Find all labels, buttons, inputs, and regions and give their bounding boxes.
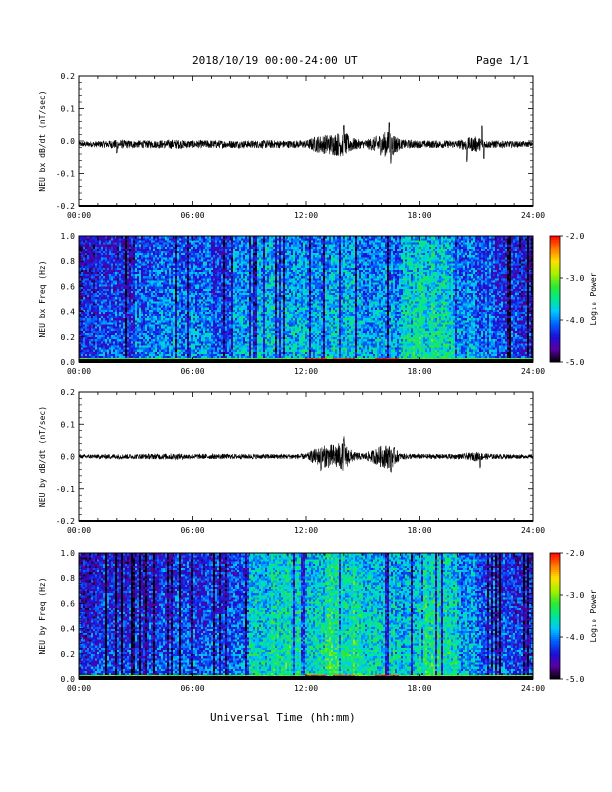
y-tick-label: 0.1 bbox=[61, 105, 76, 114]
colorbar-tick-label: -4.0 bbox=[565, 316, 584, 325]
axes-frame-bx-timeseries bbox=[78, 75, 534, 207]
x-tick-label: 00:00 bbox=[67, 684, 91, 693]
y-tick-label: 1.0 bbox=[61, 232, 76, 241]
y-tick-label: 0.4 bbox=[61, 625, 76, 634]
x-tick-label: 00:00 bbox=[67, 367, 91, 376]
x-tick-label: 18:00 bbox=[407, 684, 431, 693]
y-tick-label: 1.0 bbox=[61, 549, 76, 558]
y-tick-label: 0.2 bbox=[61, 72, 76, 81]
colorbar-tick-label: -3.0 bbox=[565, 591, 584, 600]
panel-bx-spectrogram: -2.0 -3.0 -4.0 -5.0 Log₁₀ Power 00:00 06:00 12:… bbox=[38, 232, 598, 376]
colorbar-tick-label: -4.0 bbox=[565, 633, 584, 642]
spectrogram-bx-spectrogram bbox=[79, 236, 534, 363]
colorbar-by-spectrogram: -2.0 -3.0 -4.0 -5.0 Log₁₀ Power bbox=[549, 549, 598, 684]
y-tick-label: -0.2 bbox=[56, 517, 75, 526]
x-tick-label: 18:00 bbox=[407, 211, 431, 220]
x-tick-label: 24:00 bbox=[521, 367, 545, 376]
panel-by-spectrogram: -2.0 -3.0 -4.0 -5.0 Log₁₀ Power 00:00 06:00 12:… bbox=[38, 549, 598, 693]
page-indicator: Page 1/1 bbox=[476, 54, 529, 67]
colorbar-frame bbox=[549, 235, 561, 363]
x-tick-label: 06:00 bbox=[180, 526, 204, 535]
y-tick-label: 0.6 bbox=[61, 282, 76, 291]
y-tick-label: -0.1 bbox=[56, 170, 75, 179]
colorbar-label: Log₁₀ Power bbox=[589, 272, 598, 325]
y-tick-label: 0.0 bbox=[61, 453, 76, 462]
x-tick-label: 24:00 bbox=[521, 684, 545, 693]
y-tick-label: 0.4 bbox=[61, 308, 76, 317]
y-tick-label: 0.0 bbox=[61, 358, 76, 367]
series-trace-bx-timeseries bbox=[78, 122, 534, 164]
colorbar-tick-label: -5.0 bbox=[565, 358, 584, 367]
x-tick-label: 00:00 bbox=[67, 526, 91, 535]
y-tick-label: 0.8 bbox=[61, 257, 76, 266]
x-tick-label: 06:00 bbox=[180, 211, 204, 220]
colorbar-frame bbox=[549, 552, 561, 680]
y-tick-label: 0.2 bbox=[61, 333, 76, 342]
x-tick-label: 12:00 bbox=[294, 211, 318, 220]
y-tick-label: 0.2 bbox=[61, 388, 76, 397]
series-trace-by-timeseries bbox=[78, 436, 534, 473]
x-tick-label: 24:00 bbox=[521, 526, 545, 535]
y-tick-label: -0.2 bbox=[56, 202, 75, 211]
y-axis-label: NEU by Freq (Hz) bbox=[38, 577, 47, 654]
x-axis-label: Universal Time (hh:mm) bbox=[210, 711, 356, 724]
colorbar-tick-label: -2.0 bbox=[565, 549, 584, 558]
y-tick-label: 0.1 bbox=[61, 420, 76, 429]
y-axis-label: NEU bx Freq (Hz) bbox=[38, 260, 47, 337]
x-tick-label: 18:00 bbox=[407, 526, 431, 535]
colorbar-tick-label: -5.0 bbox=[565, 675, 584, 684]
y-axis-label: NEU bx dB/dt (nT/sec) bbox=[38, 90, 47, 191]
colorbar-tick-label: -3.0 bbox=[565, 274, 584, 283]
plot-date-range-title: 2018/10/19 00:00-24:00 UT bbox=[192, 54, 358, 67]
x-tick-label: 06:00 bbox=[180, 367, 204, 376]
colorbar-bx-spectrogram: -2.0 -3.0 -4.0 -5.0 Log₁₀ Power bbox=[549, 232, 598, 367]
x-tick-label: 12:00 bbox=[294, 684, 318, 693]
x-tick-label: 00:00 bbox=[67, 211, 91, 220]
x-tick-label: 18:00 bbox=[407, 367, 431, 376]
spectrogram-by-spectrogram bbox=[79, 553, 534, 680]
panel-bx-timeseries: 00:00 06:00 12:00 18:00 24:00 -0.2 -0.1 0.0 0.1 0… bbox=[38, 72, 545, 220]
colorbar-label: Log₁₀ Power bbox=[589, 589, 598, 642]
x-tick-label: 06:00 bbox=[180, 684, 204, 693]
y-tick-label: 0.8 bbox=[61, 574, 76, 583]
x-tick-label: 12:00 bbox=[294, 367, 318, 376]
x-tick-label: 24:00 bbox=[521, 211, 545, 220]
y-tick-label: 0.6 bbox=[61, 599, 76, 608]
y-tick-label: -0.1 bbox=[56, 485, 75, 494]
colorbar-tick-label: -2.0 bbox=[565, 232, 584, 241]
y-tick-label: 0.0 bbox=[61, 137, 76, 146]
y-tick-label: 0.0 bbox=[61, 675, 76, 684]
panel-by-timeseries: 00:00 06:00 12:00 18:00 24:00 -0.2 -0.1 0.0 0.1 0… bbox=[38, 388, 545, 535]
y-tick-label: 0.2 bbox=[61, 650, 76, 659]
y-axis-label: NEU by dB/dt (nT/sec) bbox=[38, 406, 47, 507]
x-tick-label: 12:00 bbox=[294, 526, 318, 535]
